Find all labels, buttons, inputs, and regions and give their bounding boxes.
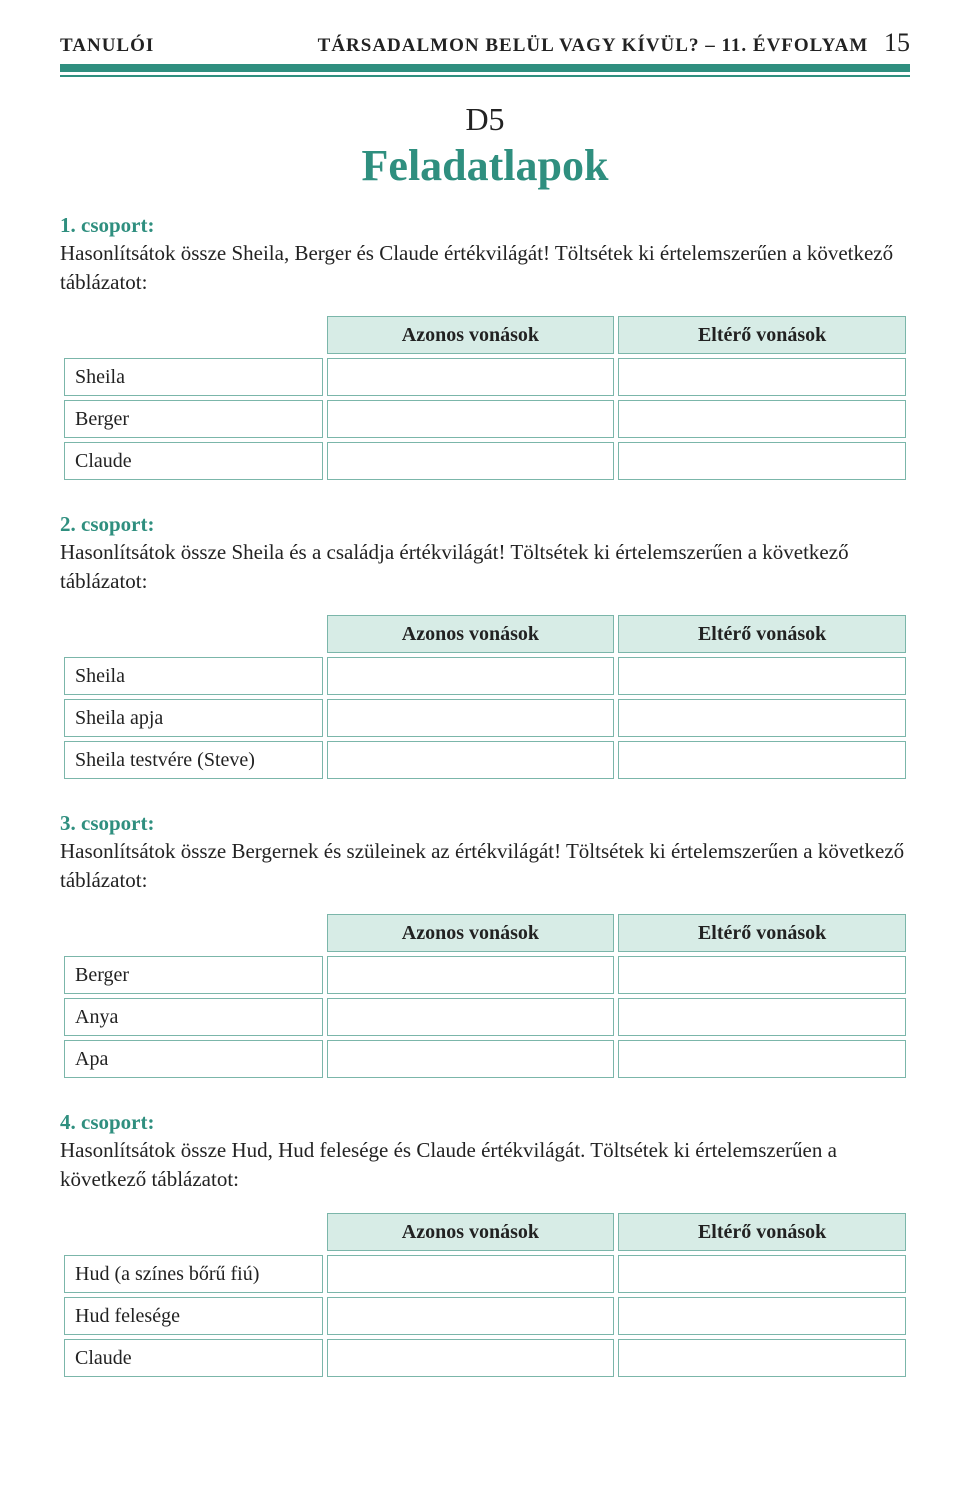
group-4-instructions: 4. csoport: Hasonlítsátok össze Hud, Hud… — [60, 1108, 910, 1193]
row-label: Hud felesége — [64, 1297, 323, 1335]
cell-same[interactable] — [327, 741, 615, 779]
header-rule — [60, 64, 910, 77]
cell-diff[interactable] — [618, 1255, 906, 1293]
cell-diff[interactable] — [618, 1339, 906, 1377]
row-label: Claude — [64, 442, 323, 480]
cell-diff[interactable] — [618, 1040, 906, 1078]
cell-diff[interactable] — [618, 442, 906, 480]
group-2-text: Hasonlítsátok össze Sheila és a családja… — [60, 540, 849, 592]
table-row: Berger — [64, 956, 906, 994]
group-2: 2. csoport: Hasonlítsátok össze Sheila é… — [60, 510, 910, 783]
col-diff: Eltérő vonások — [618, 914, 906, 952]
row-label: Apa — [64, 1040, 323, 1078]
blank-header-cell — [64, 615, 323, 653]
group-2-table: Azonos vonások Eltérő vonások Sheila She… — [60, 611, 910, 783]
blank-header-cell — [64, 914, 323, 952]
cell-same[interactable] — [327, 358, 615, 396]
blank-header-cell — [64, 1213, 323, 1251]
group-2-instructions: 2. csoport: Hasonlítsátok össze Sheila é… — [60, 510, 910, 595]
cell-same[interactable] — [327, 657, 615, 695]
header-right: TÁRSADALMON BELÜL VAGY KÍVÜL? – 11. ÉVFO… — [318, 28, 910, 58]
col-diff: Eltérő vonások — [618, 1213, 906, 1251]
table-row: Berger — [64, 400, 906, 438]
table-row: Apa — [64, 1040, 906, 1078]
group-3-table: Azonos vonások Eltérő vonások Berger Any… — [60, 910, 910, 1082]
group-3: 3. csoport: Hasonlítsátok össze Bergerne… — [60, 809, 910, 1082]
group-1: 1. csoport: Hasonlítsátok össze Sheila, … — [60, 211, 910, 484]
table-row: Hud felesége — [64, 1297, 906, 1335]
cell-diff[interactable] — [618, 998, 906, 1036]
group-1-table: Azonos vonások Eltérő vonások Sheila Ber… — [60, 312, 910, 484]
cell-same[interactable] — [327, 699, 615, 737]
row-label: Sheila testvére (Steve) — [64, 741, 323, 779]
table-row: Sheila testvére (Steve) — [64, 741, 906, 779]
cell-diff[interactable] — [618, 400, 906, 438]
table-header-row: Azonos vonások Eltérő vonások — [64, 615, 906, 653]
table-row: Claude — [64, 1339, 906, 1377]
group-4-table: Azonos vonások Eltérő vonások Hud (a szí… — [60, 1209, 910, 1381]
cell-same[interactable] — [327, 1255, 615, 1293]
group-3-text: Hasonlítsátok össze Bergernek és szülein… — [60, 839, 904, 891]
cell-diff[interactable] — [618, 657, 906, 695]
cell-same[interactable] — [327, 400, 615, 438]
cell-diff[interactable] — [618, 741, 906, 779]
row-label: Sheila — [64, 358, 323, 396]
row-label: Anya — [64, 998, 323, 1036]
group-4-text: Hasonlítsátok össze Hud, Hud felesége és… — [60, 1138, 837, 1190]
group-4: 4. csoport: Hasonlítsátok össze Hud, Hud… — [60, 1108, 910, 1381]
cell-same[interactable] — [327, 1040, 615, 1078]
page-number: 15 — [884, 28, 910, 57]
row-label: Sheila — [64, 657, 323, 695]
table-row: Anya — [64, 998, 906, 1036]
row-label: Hud (a színes bőrű fiú) — [64, 1255, 323, 1293]
col-diff: Eltérő vonások — [618, 615, 906, 653]
col-diff: Eltérő vonások — [618, 316, 906, 354]
cell-same[interactable] — [327, 1297, 615, 1335]
table-row: Sheila — [64, 358, 906, 396]
header-right-text: TÁRSADALMON BELÜL VAGY KÍVÜL? – 11. ÉVFO… — [318, 35, 869, 56]
row-label: Claude — [64, 1339, 323, 1377]
header-left: TANULÓI — [60, 35, 154, 57]
cell-diff[interactable] — [618, 358, 906, 396]
col-same: Azonos vonások — [327, 316, 615, 354]
cell-diff[interactable] — [618, 1297, 906, 1335]
document-title: Feladatlapok — [60, 140, 910, 191]
group-4-label: 4. csoport: — [60, 1110, 154, 1134]
row-label: Berger — [64, 400, 323, 438]
group-1-label: 1. csoport: — [60, 213, 154, 237]
group-2-label: 2. csoport: — [60, 512, 154, 536]
row-label: Sheila apja — [64, 699, 323, 737]
cell-same[interactable] — [327, 998, 615, 1036]
row-label: Berger — [64, 956, 323, 994]
table-header-row: Azonos vonások Eltérő vonások — [64, 1213, 906, 1251]
table-row: Sheila apja — [64, 699, 906, 737]
cell-same[interactable] — [327, 442, 615, 480]
col-same: Azonos vonások — [327, 615, 615, 653]
table-header-row: Azonos vonások Eltérő vonások — [64, 316, 906, 354]
col-same: Azonos vonások — [327, 914, 615, 952]
table-row: Hud (a színes bőrű fiú) — [64, 1255, 906, 1293]
blank-header-cell — [64, 316, 323, 354]
cell-same[interactable] — [327, 956, 615, 994]
cell-same[interactable] — [327, 1339, 615, 1377]
group-1-instructions: 1. csoport: Hasonlítsátok össze Sheila, … — [60, 211, 910, 296]
group-3-instructions: 3. csoport: Hasonlítsátok össze Bergerne… — [60, 809, 910, 894]
group-3-label: 3. csoport: — [60, 811, 154, 835]
table-row: Sheila — [64, 657, 906, 695]
table-header-row: Azonos vonások Eltérő vonások — [64, 914, 906, 952]
page-header: TANULÓI TÁRSADALMON BELÜL VAGY KÍVÜL? – … — [60, 28, 910, 58]
cell-diff[interactable] — [618, 699, 906, 737]
cell-diff[interactable] — [618, 956, 906, 994]
document-code: D5 — [60, 101, 910, 138]
group-1-text: Hasonlítsátok össze Sheila, Berger és Cl… — [60, 241, 893, 293]
col-same: Azonos vonások — [327, 1213, 615, 1251]
table-row: Claude — [64, 442, 906, 480]
